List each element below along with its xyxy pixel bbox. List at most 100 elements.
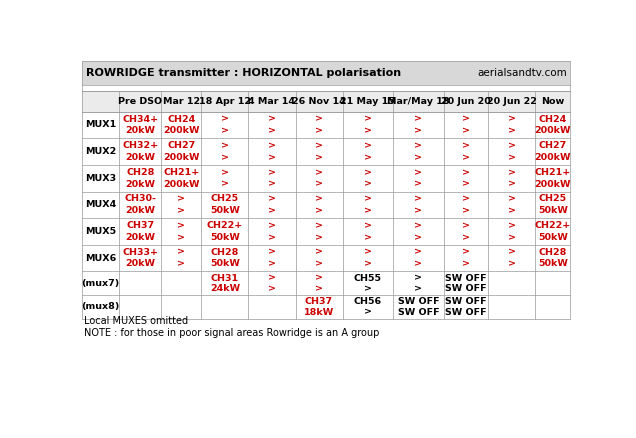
Text: >: > [462, 194, 470, 204]
Text: 20kW: 20kW [125, 206, 155, 215]
Text: >: > [315, 194, 323, 204]
Text: >: > [415, 284, 422, 293]
Text: CH27: CH27 [539, 141, 567, 150]
Text: >: > [268, 248, 276, 257]
Text: >: > [364, 115, 372, 124]
Text: 24kW: 24kW [210, 284, 240, 293]
Text: >: > [415, 115, 422, 124]
Text: >: > [177, 248, 185, 257]
Text: >: > [221, 115, 229, 124]
Text: >: > [221, 168, 229, 177]
Bar [82, 92, 570, 112]
Text: >: > [508, 168, 516, 177]
Text: >: > [508, 259, 516, 268]
Text: 4 Mar 14: 4 Mar 14 [249, 97, 296, 106]
Text: CH32+: CH32+ [122, 141, 158, 150]
Text: >: > [315, 206, 323, 215]
Text: CH21+: CH21+ [163, 168, 200, 177]
Text: MUX3: MUX3 [85, 174, 116, 183]
Text: 200kW: 200kW [534, 153, 571, 162]
Bar [82, 85, 570, 92]
Text: >: > [177, 233, 185, 242]
Text: >: > [508, 248, 516, 257]
Text: CH24: CH24 [167, 115, 195, 124]
Text: >: > [268, 194, 276, 204]
Text: >: > [177, 259, 185, 268]
Text: >: > [177, 194, 185, 204]
Text: >: > [364, 153, 372, 162]
Bar [82, 272, 570, 295]
Text: SW OFF: SW OFF [398, 307, 439, 317]
Text: MUX5: MUX5 [85, 227, 116, 236]
Text: >: > [221, 126, 229, 135]
Text: CH28: CH28 [211, 248, 239, 257]
Text: (mux7): (mux7) [81, 279, 120, 288]
Text: MUX1: MUX1 [85, 120, 116, 129]
Text: >: > [508, 180, 516, 188]
Text: CH22+: CH22+ [207, 221, 243, 230]
Text: Mar 12: Mar 12 [163, 97, 200, 106]
Text: >: > [462, 259, 470, 268]
Text: >: > [268, 153, 276, 162]
Text: NOTE : for those in poor signal areas Rowridge is an A group: NOTE : for those in poor signal areas Ro… [85, 328, 380, 339]
Text: 50kW: 50kW [538, 233, 568, 242]
Text: >: > [508, 126, 516, 135]
Text: >: > [364, 206, 372, 215]
Text: >: > [315, 153, 323, 162]
Text: 18 Apr 12: 18 Apr 12 [199, 97, 251, 106]
Text: ROWRIDGE transmitter : HORIZONTAL polarisation: ROWRIDGE transmitter : HORIZONTAL polari… [86, 68, 401, 78]
Text: 20 Jun 22: 20 Jun 22 [487, 97, 537, 106]
Text: >: > [268, 221, 276, 230]
Text: Pre DSO: Pre DSO [118, 97, 162, 106]
Text: >: > [221, 153, 229, 162]
Text: >: > [415, 180, 422, 188]
Text: Mar/May 18: Mar/May 18 [387, 97, 450, 106]
Text: SW OFF: SW OFF [398, 297, 439, 306]
Text: CH25: CH25 [539, 194, 567, 204]
Text: >: > [364, 180, 372, 188]
Text: >: > [508, 153, 516, 162]
Text: aerialsandtv.com: aerialsandtv.com [477, 68, 567, 78]
Text: >: > [221, 180, 229, 188]
Text: >: > [315, 284, 323, 293]
Text: >: > [462, 168, 470, 177]
Text: MUX2: MUX2 [85, 147, 116, 156]
Text: >: > [315, 168, 323, 177]
Text: >: > [268, 259, 276, 268]
Text: >: > [508, 233, 516, 242]
Text: (mux8): (mux8) [81, 302, 120, 311]
Text: >: > [364, 194, 372, 204]
Text: MUX4: MUX4 [85, 200, 116, 209]
Text: 200kW: 200kW [534, 126, 571, 135]
Text: 20kW: 20kW [125, 233, 155, 242]
Text: CH27: CH27 [167, 141, 195, 150]
Text: >: > [315, 259, 323, 268]
Bar [82, 191, 570, 218]
Text: 50kW: 50kW [210, 259, 240, 268]
Text: 20kW: 20kW [125, 180, 155, 188]
Text: >: > [268, 284, 276, 293]
Text: >: > [508, 206, 516, 215]
Text: >: > [364, 233, 372, 242]
Bar [82, 218, 570, 245]
Text: >: > [177, 206, 185, 215]
Text: >: > [508, 141, 516, 150]
Text: 200kW: 200kW [163, 180, 200, 188]
Text: >: > [268, 180, 276, 188]
Text: 50kW: 50kW [210, 233, 240, 242]
Text: 21 May 15: 21 May 15 [340, 97, 395, 106]
Text: >: > [462, 233, 470, 242]
Text: >: > [268, 168, 276, 177]
Text: >: > [364, 221, 372, 230]
Text: CH28: CH28 [539, 248, 567, 257]
Text: >: > [177, 221, 185, 230]
Text: >: > [508, 221, 516, 230]
Text: >: > [462, 221, 470, 230]
Text: >: > [268, 126, 276, 135]
Text: >: > [268, 115, 276, 124]
Text: >: > [415, 206, 422, 215]
Text: 20kW: 20kW [125, 153, 155, 162]
Text: >: > [315, 180, 323, 188]
Text: >: > [415, 168, 422, 177]
Bar [82, 295, 570, 319]
